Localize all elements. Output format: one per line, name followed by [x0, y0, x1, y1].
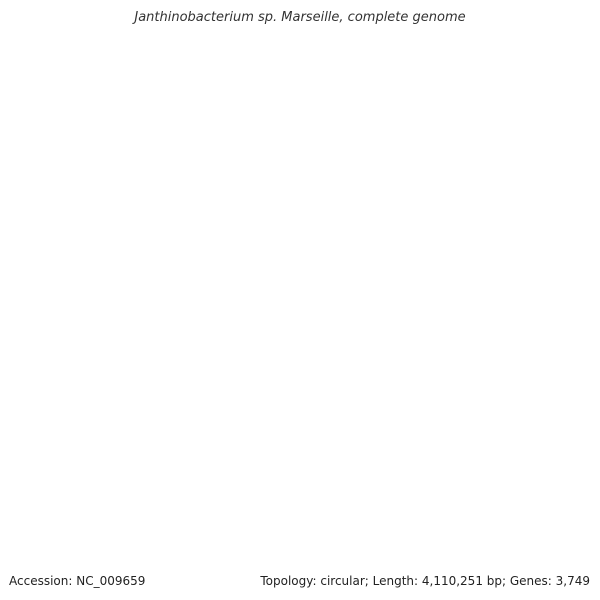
genome-summary: Topology: circular; Length: 4,110,251 bp…: [260, 574, 590, 588]
accession-text: Accession: NC_009659: [9, 574, 146, 588]
map-title: Janthinobacterium sp. Marseille, complet…: [134, 10, 466, 25]
